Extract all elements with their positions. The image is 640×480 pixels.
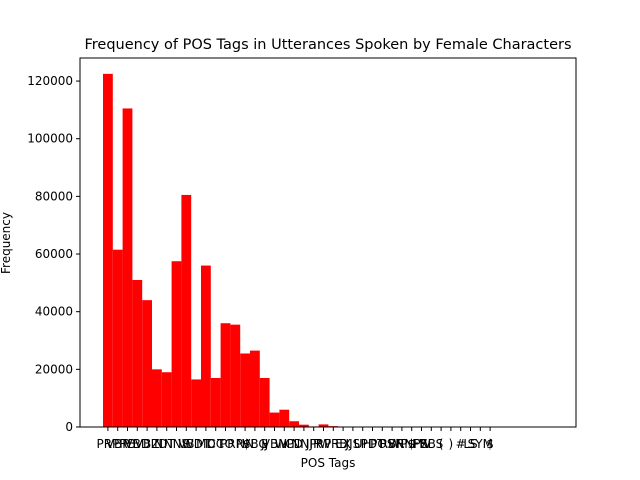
bars-group xyxy=(103,73,495,427)
bar-2 xyxy=(122,108,133,427)
x-tick-label: ( xyxy=(439,437,444,451)
x-tick-label: RBR xyxy=(380,437,405,451)
y-tick-label: 120000 xyxy=(27,74,73,88)
x-tick-label: WRB xyxy=(319,437,347,451)
y-tick-label: 20000 xyxy=(35,362,73,376)
bar-13 xyxy=(230,324,241,427)
bar-17 xyxy=(269,412,280,427)
bar-5 xyxy=(152,369,162,427)
bar-11 xyxy=(210,377,221,427)
y-tick-label: 100000 xyxy=(27,132,73,146)
bar-10 xyxy=(201,265,211,427)
x-tick-label: VBD xyxy=(124,437,150,451)
bar-18 xyxy=(279,409,290,427)
x-axis-ticks: PRPVBPRBVBDVBZINDTNNSVBWDTMDCCTOPRP$NNVB… xyxy=(96,427,494,451)
x-tick-label: NNP xyxy=(291,437,316,451)
bar-3 xyxy=(132,279,143,427)
bar-19 xyxy=(289,421,299,427)
x-tick-label: WP$ xyxy=(389,437,416,451)
x-tick-label: JJS xyxy=(345,437,361,451)
x-tick-label: PDT xyxy=(361,437,385,451)
x-tick-label: FW xyxy=(412,437,431,451)
x-tick-label: PRP$ xyxy=(220,437,250,451)
y-axis-ticks: 0 20000 40000 60000 80000 100000 120000 xyxy=(27,74,80,434)
x-axis-label: POS Tags xyxy=(301,456,356,470)
x-tick-label: NNPS xyxy=(395,437,428,451)
y-tick-label: 40000 xyxy=(35,305,73,319)
x-tick-label: TO xyxy=(216,437,234,451)
bar-0 xyxy=(103,73,113,427)
x-tick-label: WP xyxy=(275,437,294,451)
x-tick-label: LS xyxy=(463,437,477,451)
x-tick-label: RP xyxy=(316,437,332,451)
y-axis-label: Frequency xyxy=(0,212,13,274)
x-tick-label: MD xyxy=(196,437,216,451)
bar-16 xyxy=(259,377,270,427)
x-tick-label: IN xyxy=(151,437,164,451)
x-tick-label: ) xyxy=(449,437,454,451)
x-tick-label: # xyxy=(456,437,466,451)
bar-4 xyxy=(142,300,152,427)
bar-1 xyxy=(112,249,123,427)
bar-14 xyxy=(240,353,250,427)
bar-7 xyxy=(171,261,182,427)
x-tick-label: RB xyxy=(119,437,136,451)
x-tick-label: VBP xyxy=(106,437,130,451)
bar-22 xyxy=(318,424,329,427)
bar-8 xyxy=(181,194,192,427)
x-tick-label: POS xyxy=(370,437,394,451)
plot-frame xyxy=(79,57,577,428)
bar-9 xyxy=(191,379,201,427)
x-tick-label: SYM xyxy=(468,437,493,451)
x-tick-label: DT xyxy=(158,437,175,451)
x-tick-label: VBG xyxy=(242,437,268,451)
x-tick-label: VB xyxy=(178,437,194,451)
x-tick-label: NNS xyxy=(164,437,190,451)
bar-20 xyxy=(299,424,309,427)
x-tick-label: JJR xyxy=(305,437,321,451)
y-tick-label: 60000 xyxy=(35,247,73,261)
chart-title: Frequency of POS Tags in Utterances Spok… xyxy=(84,37,571,53)
bar-12 xyxy=(220,323,231,427)
x-tick-label: UH xyxy=(354,437,372,451)
x-tick-label: VBZ xyxy=(135,437,160,451)
x-tick-label: $ xyxy=(486,437,494,451)
x-tick-label: CD xyxy=(285,437,303,451)
y-tick-label: 0 xyxy=(65,420,73,434)
bar-6 xyxy=(161,372,172,427)
x-tick-label: EX xyxy=(335,437,351,451)
x-tick-label: WDT xyxy=(182,437,211,451)
x-tick-label: VBN xyxy=(262,437,287,451)
x-tick-label: RBS xyxy=(419,437,443,451)
y-tick-label: 80000 xyxy=(35,189,73,203)
x-tick-label: CC xyxy=(207,437,224,451)
x-tick-label: PRP xyxy=(96,437,119,451)
x-tick-label: JJ xyxy=(260,437,268,451)
x-tick-label: NN xyxy=(236,437,254,451)
bar-15 xyxy=(250,350,260,427)
